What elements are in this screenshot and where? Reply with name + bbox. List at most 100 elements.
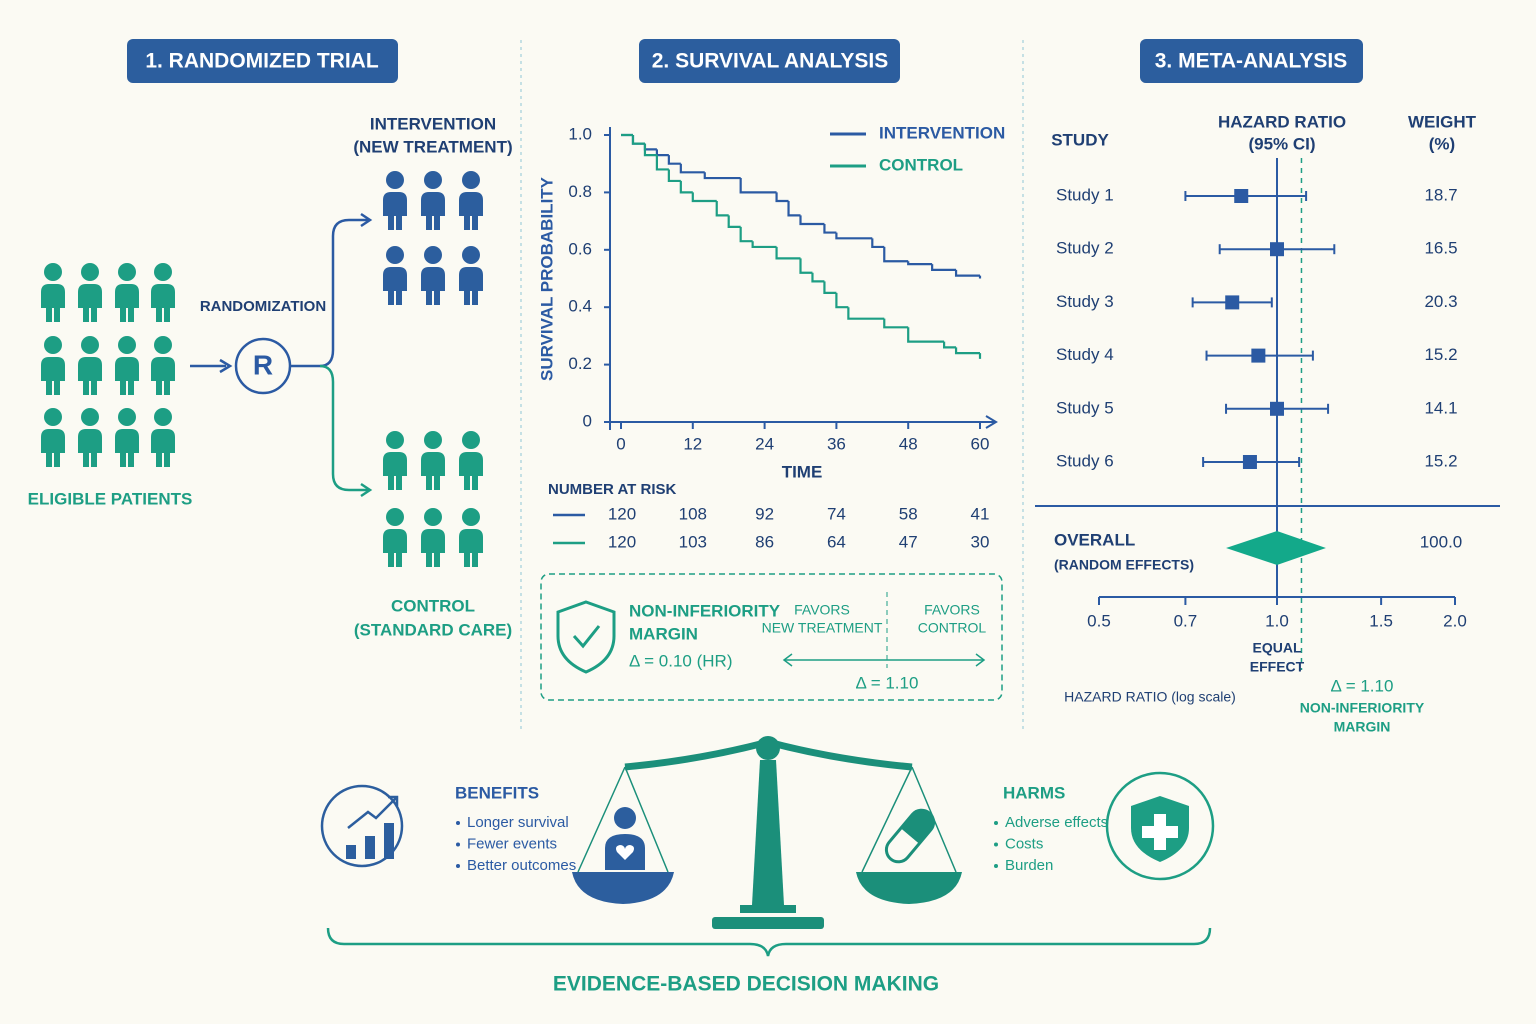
- label: CONTROL: [391, 596, 475, 615]
- label: (STANDARD CARE): [354, 620, 512, 639]
- cross-icon: [1142, 814, 1178, 850]
- arrow-head: [985, 415, 998, 429]
- ni-title: NON-INFERIORITY: [629, 601, 781, 620]
- person-icon: [78, 284, 102, 322]
- km-step: [823, 223, 837, 234]
- x-tick-label: 1.0: [1265, 611, 1289, 630]
- overall-diamond: [1226, 531, 1326, 565]
- label: INTERVENTION: [370, 114, 496, 133]
- randomization-r: R: [253, 349, 273, 380]
- x-tick-label: 0.5: [1087, 611, 1111, 630]
- bullet: [456, 842, 460, 847]
- arrow-head: [360, 212, 373, 228]
- km-step: [775, 246, 801, 260]
- risk-count: 64: [827, 532, 846, 551]
- km-step: [775, 192, 789, 203]
- shield-icon: [556, 600, 616, 674]
- person-icon: [421, 452, 445, 490]
- weight-label: 18.7: [1424, 185, 1457, 204]
- person-icon: [386, 508, 404, 526]
- person-icon: [459, 452, 483, 490]
- person-icon: [118, 408, 136, 426]
- person-icon: [151, 357, 175, 395]
- person-icon: [154, 263, 172, 281]
- favors-label: FAVORS: [794, 602, 850, 618]
- arrow-head: [219, 358, 233, 374]
- ni-delta: Δ = 0.10 (HR): [629, 651, 732, 670]
- person-icon: [41, 284, 65, 322]
- weight-label: 16.5: [1424, 239, 1457, 258]
- x-tick-label: 1.5: [1369, 611, 1393, 630]
- km-step: [679, 180, 693, 194]
- label: RANDOMIZATION: [200, 298, 326, 315]
- km-step: [835, 232, 873, 240]
- list-item: Longer survival: [467, 814, 569, 831]
- favors-label: NEW TREATMENT: [762, 620, 883, 636]
- weight-label: 100.0: [1420, 532, 1463, 551]
- person-icon: [115, 284, 139, 322]
- panel-title: 1. RANDOMIZED TRIAL: [145, 50, 379, 73]
- estimate: [1270, 401, 1284, 416]
- margin-caption: MARGIN: [1334, 719, 1391, 735]
- pivot: [756, 736, 780, 760]
- km-step: [799, 258, 813, 274]
- person-icon: [459, 192, 483, 230]
- person-icon: [154, 336, 172, 354]
- bullet: [456, 821, 460, 825]
- km-step: [787, 201, 801, 217]
- person-icon: [151, 284, 175, 322]
- km-step: [883, 246, 909, 263]
- person-icon: [424, 171, 442, 189]
- km-step: [871, 238, 885, 249]
- risk-count: 30: [971, 532, 990, 551]
- km-step: [667, 169, 681, 183]
- person-icon: [421, 529, 445, 567]
- km-step: [751, 241, 777, 249]
- study-label: Study 6: [1056, 451, 1114, 470]
- list-item: Adverse effects: [1005, 814, 1108, 831]
- study-label: Study 2: [1056, 239, 1114, 258]
- equal-effect: EQUAL: [1253, 640, 1302, 656]
- person-icon: [78, 429, 102, 467]
- panel-title: 2. SURVIVAL ANALYSIS: [652, 50, 889, 73]
- person-icon: [383, 267, 407, 305]
- person-icon: [462, 431, 480, 449]
- person-icon: [81, 408, 99, 426]
- margin-caption: NON-INFERIORITY: [1300, 700, 1425, 716]
- x-tick-label: 2.0: [1443, 611, 1467, 630]
- risk-count: 120: [608, 532, 636, 551]
- x-axis-label: HAZARD RATIO (log scale): [1064, 689, 1236, 705]
- pill-icon: [900, 810, 934, 844]
- base: [712, 917, 824, 929]
- header-box: [639, 39, 900, 83]
- string: [577, 766, 957, 873]
- risk-count: 58: [899, 504, 918, 523]
- ni-title: MARGIN: [629, 624, 698, 643]
- km-step: [655, 155, 669, 171]
- person-icon: [459, 267, 483, 305]
- equal-effect: EFFECT: [1250, 659, 1305, 675]
- km-step: [631, 135, 645, 145]
- person-icon: [118, 263, 136, 281]
- person-icon: [383, 192, 407, 230]
- person-icon: [44, 408, 62, 426]
- person-icon: [115, 357, 139, 395]
- bar-icon: [346, 823, 394, 859]
- person-icon: [386, 431, 404, 449]
- person-icon: [115, 429, 139, 467]
- risk-count: 103: [679, 532, 707, 551]
- person-icon: [383, 529, 407, 567]
- risk-count: 86: [755, 532, 774, 551]
- base: [740, 905, 796, 913]
- header: STUDY: [1051, 130, 1109, 149]
- km-step: [799, 215, 825, 226]
- estimate: [1251, 348, 1266, 363]
- list-item: Better outcomes: [467, 857, 576, 874]
- risk-count: 120: [608, 504, 636, 523]
- branch: [319, 364, 368, 492]
- header-box: [1140, 39, 1363, 83]
- benefits-title: BENEFITS: [455, 783, 539, 802]
- branch: [291, 218, 368, 368]
- list-item: Fewer events: [467, 835, 557, 852]
- km-step: [883, 318, 909, 329]
